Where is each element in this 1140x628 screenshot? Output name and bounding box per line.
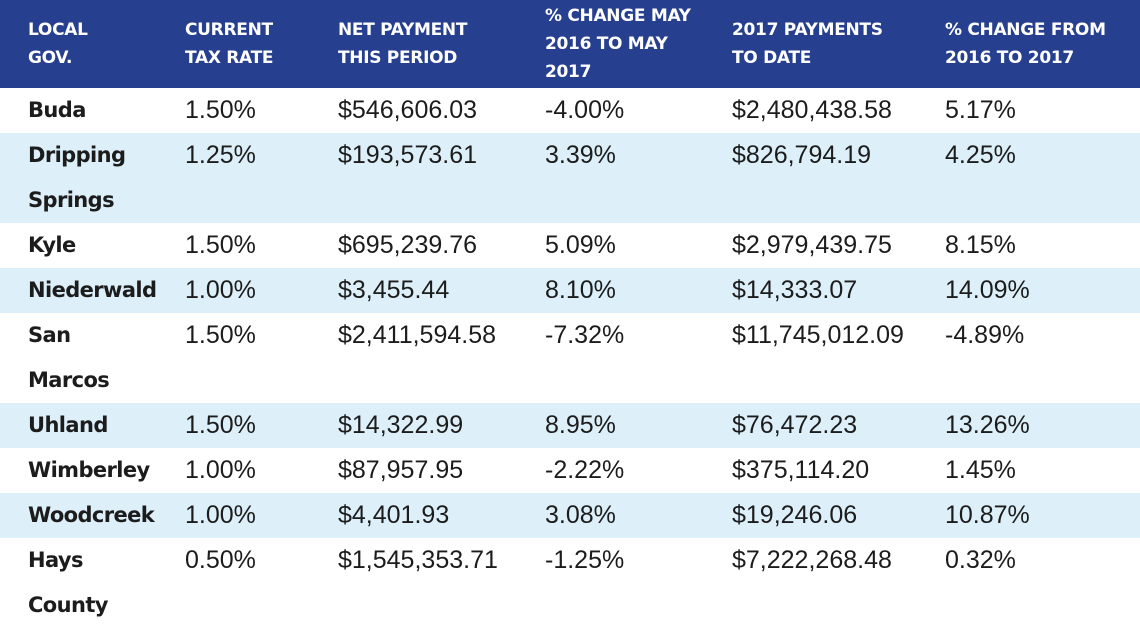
tax-rate: 1.00%: [185, 456, 256, 484]
table-row: Dripping Springs 1.25% $193,573.61 3.39%…: [0, 133, 1140, 223]
tax-rate: 1.50%: [185, 231, 256, 259]
payments-to-date: $19,246.06: [732, 501, 858, 529]
change-year: 0.32%: [945, 546, 1016, 574]
tax-rate: 0.50%: [185, 546, 256, 574]
change-may: 3.08%: [545, 501, 616, 529]
table-row: Uhland 1.50% $14,322.99 8.95% $76,472.23…: [0, 403, 1140, 448]
gov-name: Kyle: [28, 233, 76, 257]
change-year: 10.87%: [945, 501, 1030, 529]
gov-name: Niederwald: [28, 278, 157, 302]
header-local-gov: LOCAL GOV.: [28, 20, 88, 68]
table-row: Woodcreek 1.00% $4,401.93 3.08% $19,246.…: [0, 493, 1140, 538]
gov-name: Hays County: [28, 548, 108, 617]
change-may: 5.09%: [545, 231, 616, 259]
payments-to-date: $375,114.20: [732, 456, 870, 484]
change-year: 4.25%: [945, 141, 1016, 169]
table-row: Hays County 0.50% $1,545,353.71 -1.25% $…: [0, 538, 1140, 628]
table-row: Buda 1.50% $546,606.03 -4.00% $2,480,438…: [0, 88, 1140, 133]
net-payment: $2,411,594.58: [338, 321, 497, 349]
payments-to-date: $14,333.07: [732, 276, 858, 304]
gov-name: Dripping Springs: [28, 143, 126, 212]
change-may: 8.10%: [545, 276, 616, 304]
net-payment: $546,606.03: [338, 96, 478, 124]
gov-name: San Marcos: [28, 323, 110, 392]
change-year: -4.89%: [945, 321, 1025, 349]
header-current-tax-rate: CURRENT TAX RATE: [185, 20, 274, 68]
change-may: -2.22%: [545, 456, 625, 484]
payments-to-date: $2,979,439.75: [732, 231, 892, 259]
tax-rate: 1.50%: [185, 411, 256, 439]
payments-to-date: $76,472.23: [732, 411, 858, 439]
table-body: Buda 1.50% $546,606.03 -4.00% $2,480,438…: [0, 88, 1140, 628]
change-year: 14.09%: [945, 276, 1030, 304]
net-payment: $14,322.99: [338, 411, 464, 439]
change-year: 5.17%: [945, 96, 1016, 124]
payments-to-date: $2,480,438.58: [732, 96, 892, 124]
change-year: 13.26%: [945, 411, 1030, 439]
net-payment: $3,455.44: [338, 276, 450, 304]
payments-to-date: $11,745,012.09: [732, 321, 904, 349]
gov-name: Wimberley: [28, 458, 150, 482]
tax-rate: 1.50%: [185, 321, 256, 349]
tax-rate: 1.25%: [185, 141, 256, 169]
gov-name: Buda: [28, 98, 86, 122]
net-payment: $87,957.95: [338, 456, 464, 484]
change-may: -7.32%: [545, 321, 625, 349]
payments-to-date: $7,222,268.48: [732, 546, 892, 574]
table-row: Kyle 1.50% $695,239.76 5.09% $2,979,439.…: [0, 223, 1140, 268]
table-row: Wimberley 1.00% $87,957.95 -2.22% $375,1…: [0, 448, 1140, 493]
net-payment: $193,573.61: [338, 141, 478, 169]
tax-rate: 1.00%: [185, 276, 256, 304]
change-may: 8.95%: [545, 411, 616, 439]
gov-name: Woodcreek: [28, 503, 155, 527]
table-row: San Marcos 1.50% $2,411,594.58 -7.32% $1…: [0, 313, 1140, 403]
header-row: LOCAL GOV. CURRENT TAX RATE NET PAYMENT …: [0, 0, 1140, 88]
header-change-year: % CHANGE FROM 2016 TO 2017: [945, 20, 1106, 68]
change-year: 8.15%: [945, 231, 1016, 259]
net-payment: $1,545,353.71: [338, 546, 498, 574]
change-may: -1.25%: [545, 546, 625, 574]
change-year: 1.45%: [945, 456, 1016, 484]
header-payments-to-date: 2017 PAYMENTS TO DATE: [732, 20, 883, 68]
table-header: LOCAL GOV. CURRENT TAX RATE NET PAYMENT …: [0, 0, 1140, 88]
change-may: -4.00%: [545, 96, 625, 124]
net-payment: $4,401.93: [338, 501, 450, 529]
header-change-may: % CHANGE MAY 2016 TO MAY 2017: [545, 6, 691, 82]
payments-to-date: $826,794.19: [732, 141, 872, 169]
header-net-payment: NET PAYMENT THIS PERIOD: [338, 20, 468, 68]
tax-rate: 1.00%: [185, 501, 256, 529]
table-row: Niederwald 1.00% $3,455.44 8.10% $14,333…: [0, 268, 1140, 313]
gov-name: Uhland: [28, 413, 108, 437]
change-may: 3.39%: [545, 141, 616, 169]
tax-rate: 1.50%: [185, 96, 256, 124]
net-payment: $695,239.76: [338, 231, 478, 259]
